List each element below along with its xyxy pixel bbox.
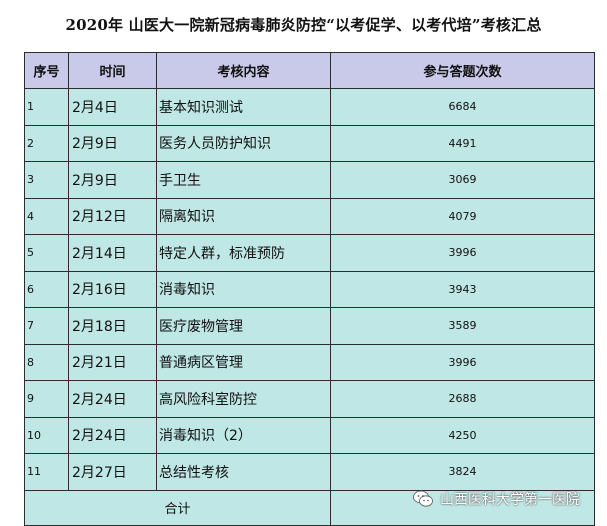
- header-topic: 考核内容: [156, 52, 331, 89]
- cell-date: 2月4日: [68, 88, 157, 126]
- cell-date: 2月12日: [68, 197, 157, 235]
- cell-topic: 医务人员防护知识: [156, 124, 331, 162]
- cell-no: 6: [24, 270, 69, 308]
- table-row: 7 2月18日 医疗废物管理 3589: [24, 307, 595, 345]
- cell-date: 2月27日: [68, 453, 157, 491]
- cell-date: 2月24日: [68, 380, 157, 418]
- cell-count: 3069: [330, 161, 595, 199]
- cell-count: 4250: [330, 416, 595, 454]
- cell-count: 2688: [330, 380, 595, 418]
- cell-count: 3824: [330, 453, 595, 491]
- total-row: 合计: [24, 489, 595, 526]
- cell-no: 7: [24, 307, 69, 345]
- table-row: 4 2月12日 隔离知识 4079: [24, 197, 595, 235]
- cell-date: 2月9日: [68, 124, 157, 162]
- cell-topic: 特定人群，标准预防: [156, 234, 331, 272]
- header-no: 序号: [24, 52, 69, 89]
- cell-count: 4079: [330, 197, 595, 235]
- cell-no: 9: [24, 380, 69, 418]
- cell-count: 3943: [330, 270, 595, 308]
- cell-topic: 手卫生: [156, 161, 331, 199]
- table-row: 3 2月9日 手卫生 3069: [24, 161, 595, 199]
- cell-no: 8: [24, 343, 69, 381]
- cell-date: 2月24日: [68, 416, 157, 454]
- cell-topic: 医疗废物管理: [156, 307, 331, 345]
- total-value: [330, 489, 595, 526]
- table-row: 10 2月24日 消毒知识（2） 4250: [24, 416, 595, 454]
- cell-no: 10: [24, 416, 69, 454]
- cell-count: 6684: [330, 88, 595, 126]
- table-row: 11 2月27日 总结性考核 3824: [24, 453, 595, 491]
- cell-date: 2月21日: [68, 343, 157, 381]
- cell-topic: 普通病区管理: [156, 343, 331, 381]
- table-row: 6 2月16日 消毒知识 3943: [24, 270, 595, 308]
- table-row: 9 2月24日 高风险科室防控 2688: [24, 380, 595, 418]
- cell-no: 5: [24, 234, 69, 272]
- cell-no: 4: [24, 197, 69, 235]
- cell-no: 1: [24, 88, 69, 126]
- cell-count: 3996: [330, 343, 595, 381]
- table-row: 2 2月9日 医务人员防护知识 4491: [24, 124, 595, 162]
- total-label: 合计: [24, 489, 331, 526]
- cell-topic: 消毒知识（2）: [156, 416, 331, 454]
- header-count: 参与答题次数: [330, 52, 595, 89]
- page-title: 2020年 山医大一院新冠病毒肺炎防控“以考促学、以考代培”考核汇总: [65, 16, 542, 34]
- cell-topic: 基本知识测试: [156, 88, 331, 126]
- cell-date: 2月9日: [68, 161, 157, 199]
- cell-count: 4491: [330, 124, 595, 162]
- cell-no: 3: [24, 161, 69, 199]
- summary-table: 序号 时间 考核内容 参与答题次数 1 2月4日 基本知识测试 6684 2 2…: [24, 52, 595, 526]
- cell-topic: 高风险科室防控: [156, 380, 331, 418]
- watermark-text: 山西医科大学第一医院: [440, 492, 580, 508]
- cell-date: 2月16日: [68, 270, 157, 308]
- watermark: 山西医科大学第一医院: [412, 488, 580, 510]
- cell-topic: 消毒知识: [156, 270, 331, 308]
- table-row: 8 2月21日 普通病区管理 3996: [24, 343, 595, 381]
- cell-topic: 隔离知识: [156, 197, 331, 235]
- table-row: 1 2月4日 基本知识测试 6684: [24, 88, 595, 126]
- cell-no: 11: [24, 453, 69, 491]
- table-header-row: 序号 时间 考核内容 参与答题次数: [24, 52, 595, 89]
- cell-topic: 总结性考核: [156, 453, 331, 491]
- wechat-icon: [413, 490, 433, 507]
- header-date: 时间: [68, 52, 157, 89]
- cell-no: 2: [24, 124, 69, 162]
- cell-date: 2月18日: [68, 307, 157, 345]
- table-row: 5 2月14日 特定人群，标准预防 3996: [24, 234, 595, 272]
- cell-date: 2月14日: [68, 234, 157, 272]
- cell-count: 3589: [330, 307, 595, 345]
- cell-count: 3996: [330, 234, 595, 272]
